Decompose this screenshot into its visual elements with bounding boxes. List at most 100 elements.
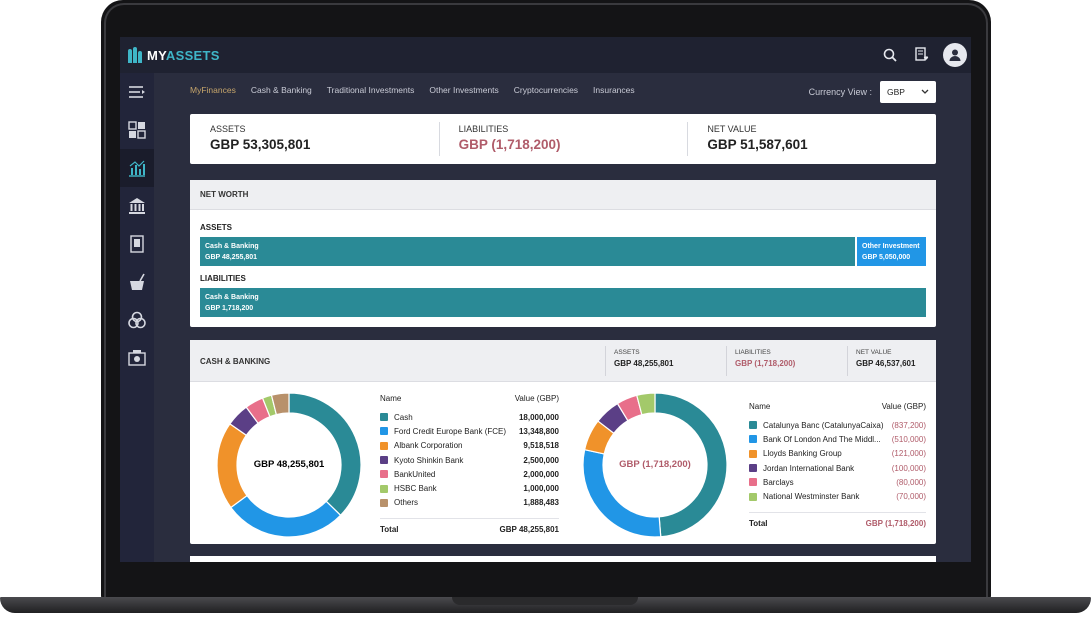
tab-insurances[interactable]: Insurances (593, 85, 635, 95)
app-logo[interactable]: MYASSETS (128, 46, 220, 64)
bar-value: GBP 1,718,200 (205, 305, 254, 312)
legend-row[interactable]: Cash 18,000,000 (380, 410, 559, 424)
cb-assets: ASSETS GBP 48,255,801 (614, 349, 673, 368)
cb-net-label: NET VALUE (856, 349, 892, 356)
divider (726, 346, 727, 376)
net-worth-bar[interactable]: Other Investment GBP 5,050,000 (857, 237, 926, 266)
net-worth-liabilities-label: LIABILITIES (200, 274, 246, 283)
assets-legend-rows: Cash 18,000,000 Ford Credit Europe Bank (F… (380, 410, 559, 510)
summary-liabilities-label: LIABILITIES (458, 124, 509, 134)
legend-row[interactable]: Albank Corporation 9,518,518 (380, 439, 559, 453)
sidebar-item-insurance[interactable] (120, 339, 154, 377)
document-heart-icon[interactable] (911, 44, 933, 66)
summary-assets-value: GBP 53,305,801 (210, 137, 311, 152)
donut-slice[interactable] (270, 392, 290, 416)
bar-name: Cash & Banking (205, 294, 259, 301)
legend-value: 2,000,000 (523, 469, 559, 479)
tab-other-investments[interactable]: Other Investments (429, 85, 499, 95)
logo-icon (128, 47, 142, 63)
legend-row[interactable]: Catalunya Banc (CatalunyaCaixa) (837,200) (749, 418, 926, 432)
cb-assets-value: GBP 48,255,801 (614, 359, 674, 368)
dashboard-icon (128, 121, 146, 139)
net-worth-bar[interactable]: Cash & Banking GBP 48,255,801 (200, 237, 855, 266)
user-avatar[interactable] (943, 43, 967, 67)
liabilities-legend: Name Value (GBP) Catalunya Banc (Cataluny… (749, 402, 926, 528)
next-card-edge (190, 556, 936, 562)
legend-row[interactable]: Ford Credit Europe Bank (FCE) 13,348,800 (380, 424, 559, 438)
legend-value: (100,000) (891, 463, 926, 473)
sidebar-item-crypto[interactable] (120, 301, 154, 339)
currency-label: Currency View : (808, 87, 872, 97)
legend-value: (837,200) (891, 420, 926, 430)
sidebar-item-other-investments[interactable] (120, 263, 154, 301)
net-worth-bar[interactable]: Cash & Banking GBP 1,718,200 (200, 288, 926, 317)
legend-name: National Westminster Bank (763, 492, 860, 502)
donut-slice[interactable] (654, 392, 728, 538)
summary-net-value: GBP 51,587,601 (707, 137, 808, 152)
legend-name: Lloyds Banking Group (763, 449, 842, 459)
donut-slice[interactable] (288, 392, 362, 517)
legend-value: 1,888,483 (523, 498, 559, 508)
search-icon[interactable] (879, 44, 901, 66)
net-worth-card: NET WORTH ASSETS Cash & Banking GBP 48,25… (190, 180, 936, 327)
legend-row[interactable]: Barclays (80,000) (749, 475, 926, 489)
net-worth-title: NET WORTH (190, 180, 936, 210)
top-actions (879, 43, 967, 67)
certificate-icon (130, 235, 144, 253)
legend-name: Ford Credit Europe Bank (FCE) (394, 426, 507, 436)
bar-name: Other Investment (862, 243, 920, 250)
legend-row[interactable]: Others 1,888,483 (380, 496, 559, 510)
legend-value: 9,518,518 (523, 441, 559, 451)
donut-slice[interactable] (636, 392, 656, 416)
divider (605, 346, 606, 376)
currency-select[interactable]: GBP (880, 81, 936, 103)
sidebar-item-dashboard[interactable] (120, 111, 154, 149)
chevron-down-icon (921, 89, 929, 94)
cb-net-value: GBP 46,537,601 (856, 359, 916, 368)
legend-swatch (380, 427, 388, 436)
legend-row[interactable]: Kyoto Shinkin Bank 2,500,000 (380, 453, 559, 467)
tab-myfinances[interactable]: MyFinances (190, 85, 236, 95)
legend-swatch (380, 456, 388, 465)
legend-name: Catalunya Banc (CatalunyaCaixa) (763, 420, 884, 430)
summary-liabilities: LIABILITIES GBP (1,718,200) (438, 114, 688, 164)
top-bar: MYASSETS (120, 37, 971, 73)
legend-swatch (749, 478, 757, 487)
menu-icon (129, 86, 145, 98)
summary-net-label: NET VALUE (707, 124, 757, 134)
cb-liabilities-label: LIABILITIES (735, 349, 771, 356)
summary-liabilities-value: GBP (1,718,200) (458, 137, 561, 152)
legend-row[interactable]: Lloyds Banking Group (121,000) (749, 447, 926, 461)
tab-traditional-investments[interactable]: Traditional Investments (326, 85, 415, 95)
legend-swatch (380, 498, 388, 507)
sidebar-item-banking[interactable] (120, 187, 154, 225)
legend-swatch (380, 441, 388, 450)
assets-total-value: GBP 48,255,801 (499, 525, 559, 535)
sidebar-item-myfinances[interactable] (120, 149, 154, 187)
sidebar-menu-toggle[interactable] (120, 73, 154, 111)
tab-cash-banking[interactable]: Cash & Banking (250, 85, 312, 95)
legend-row[interactable]: Bank Of London And The Middl... (510,000) (749, 432, 926, 446)
cb-assets-label: ASSETS (614, 349, 640, 356)
currency-value: GBP (887, 87, 905, 97)
divider (847, 346, 848, 376)
legend-row[interactable]: BankUnited 2,000,000 (380, 467, 559, 481)
bar-name: Cash & Banking (205, 243, 259, 250)
assets-donut-chart (216, 392, 362, 538)
tab-cryptocurrencies[interactable]: Cryptocurrencies (513, 85, 579, 95)
legend-row[interactable]: HSBC Bank 1,000,000 (380, 481, 559, 495)
donut-slice[interactable] (230, 494, 342, 538)
liabilities-total-value: GBP (1,718,200) (865, 518, 926, 528)
legend-value: (80,000) (896, 477, 926, 487)
sidebar (120, 73, 154, 562)
brand-suffix: ASSETS (165, 47, 220, 63)
sidebar-item-investments[interactable] (120, 225, 154, 263)
app-screen: MYASSETS (120, 37, 971, 562)
basket-icon (130, 273, 145, 290)
legend-row[interactable]: Jordan International Bank (100,000) (749, 461, 926, 475)
legend-row[interactable]: National Westminster Bank (70,000) (749, 489, 926, 503)
brand-prefix: MY (147, 47, 166, 63)
net-worth-assets-label: ASSETS (200, 223, 233, 232)
cash-banking-title: CASH & BANKING (200, 357, 271, 366)
legend-name: Kyoto Shinkin Bank (394, 455, 464, 465)
